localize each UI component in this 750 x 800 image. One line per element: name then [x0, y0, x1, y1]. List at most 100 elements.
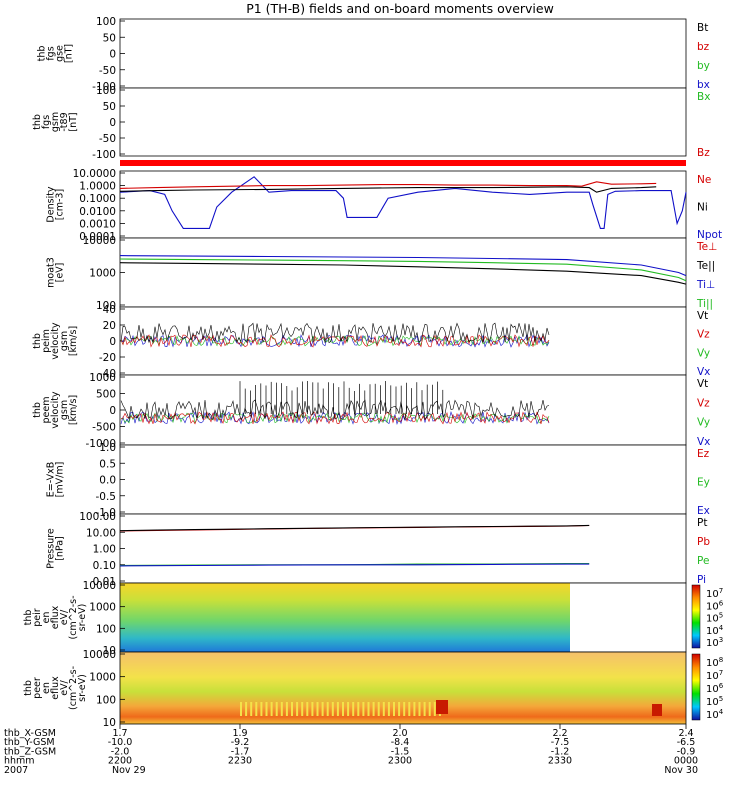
y-axis-title: eV/	[59, 609, 70, 625]
time-axis-tick-label: -1.5	[391, 746, 410, 757]
y-tick-label: 100	[96, 85, 116, 97]
y-tick-label: -1.0	[96, 507, 117, 519]
spectrogram-band	[285, 702, 288, 716]
legend-entry: Pt	[697, 517, 707, 529]
y-axis-title: eflux	[50, 605, 61, 629]
time-axis-tick-label: 2.0	[392, 728, 407, 739]
time-axis-row-label: hhmm	[4, 756, 35, 767]
y-axis-title: fgs	[46, 46, 57, 60]
spectrogram-band	[377, 702, 380, 716]
y-axis-title: E=-VxB	[46, 462, 57, 497]
y-tick-label: -40	[99, 368, 116, 380]
spectrogram-band	[336, 702, 339, 716]
y-tick-label: 40	[103, 304, 116, 316]
y-axis-title: [mV/m]	[55, 462, 66, 498]
status-bar	[120, 160, 686, 166]
y-tick-label: 100	[96, 300, 116, 312]
spectrogram-band	[260, 702, 263, 716]
y-axis-title: peim	[41, 329, 52, 353]
spectrogram-band	[393, 702, 395, 716]
y-axis-title: thb	[37, 46, 48, 62]
y-axis-title: peir	[32, 608, 43, 627]
legend-entry: Ti⊥	[696, 279, 715, 291]
series-line	[120, 411, 550, 424]
y-axis-title: peer	[32, 677, 43, 699]
colorbar-tick-label: 106	[706, 682, 724, 695]
colorbar-tick-label: 105	[706, 695, 723, 708]
y-tick-label: 0.0010	[79, 218, 116, 230]
y-tick-label: 1.00	[93, 544, 116, 556]
y-tick-label: 1000	[89, 268, 116, 280]
y-axis-title: [nT]	[68, 112, 79, 131]
spectrogram-band	[428, 702, 431, 716]
colorbar-tick-label: 104	[706, 624, 724, 637]
time-axis-tick-label: 2200	[108, 756, 132, 767]
time-axis-tick-label: 0000	[674, 756, 698, 767]
time-axis-tick-label: 1.7	[112, 728, 127, 739]
legend-entry: Npot	[697, 229, 722, 241]
colorbar-tick-label: 104	[706, 708, 724, 721]
colorbar	[691, 584, 701, 649]
spectrogram-band	[382, 702, 385, 716]
y-tick-label: -100	[92, 149, 116, 161]
series-line	[119, 524, 590, 532]
y-tick-label: 50	[103, 101, 116, 113]
spectrogram-band	[403, 702, 406, 716]
y-axis-title: eflux	[50, 676, 61, 700]
spectrogram-band	[316, 702, 319, 716]
spectrogram-image	[120, 583, 570, 652]
plot-area	[120, 171, 686, 238]
series-line	[120, 399, 550, 421]
time-axis-tick-label: -10.0	[108, 737, 133, 748]
y-axis-title: velocity	[50, 322, 61, 360]
y-tick-label: 10000	[83, 580, 116, 592]
spectrogram-band	[265, 702, 268, 716]
spectrogram-band	[311, 702, 314, 716]
time-axis-tick-label: 2330	[548, 756, 572, 767]
spectrogram-band	[331, 702, 334, 716]
y-tick-label: -100	[92, 81, 116, 93]
y-tick-label: 0.0	[99, 475, 116, 487]
spectrogram-band	[413, 702, 416, 716]
time-axis-tick-label: -1.2	[551, 746, 570, 757]
time-axis-tick-label: Nov 30	[664, 765, 698, 776]
legend-entry: Te||	[696, 260, 715, 272]
time-axis-tick-label: -1.7	[231, 746, 250, 757]
colorbar-tick-label: 105	[706, 612, 723, 625]
spectrogram-band	[433, 702, 436, 716]
legend-entry: bx	[697, 79, 710, 91]
y-tick-label: 500	[96, 389, 116, 401]
legend-entry: Pi	[697, 574, 706, 586]
y-axis-title: [nT]	[64, 44, 75, 63]
spectrogram-band	[347, 702, 350, 716]
spectrogram-band	[387, 702, 390, 716]
time-axis-tick-label: -6.5	[677, 737, 696, 748]
y-axis-title: thb	[23, 610, 34, 626]
spectrogram-band	[240, 702, 242, 716]
legend-entry: Bz	[697, 147, 710, 159]
y-tick-label: -0.5	[96, 491, 117, 503]
legend-entry: Vt	[697, 310, 708, 322]
y-tick-label: 10000	[83, 649, 116, 661]
plot-area	[120, 88, 686, 156]
y-tick-label: 1000	[89, 672, 116, 684]
spectrogram-band	[342, 702, 344, 716]
spectrogram-band	[436, 700, 448, 714]
time-axis-tick-label: 2230	[228, 756, 252, 767]
spectrogram-band	[326, 702, 329, 716]
spectrogram-image	[120, 652, 686, 724]
legend-entry: Ex	[697, 505, 710, 517]
time-axis-tick-label: 1.9	[232, 728, 247, 739]
plot-area	[120, 514, 686, 583]
y-axis-title: moat3	[46, 257, 57, 288]
legend-entry: Vx	[697, 366, 710, 378]
y-axis-title: gsm	[59, 331, 70, 351]
time-axis-tick-label: -8.4	[391, 737, 410, 748]
y-tick-label: 1.0000	[79, 181, 116, 193]
series-line	[119, 186, 657, 193]
series-line	[120, 322, 550, 344]
colorbar-tick-label: 106	[706, 599, 724, 612]
legend-entry: Vt	[697, 378, 708, 390]
y-axis-title: [km/s]	[68, 395, 79, 425]
